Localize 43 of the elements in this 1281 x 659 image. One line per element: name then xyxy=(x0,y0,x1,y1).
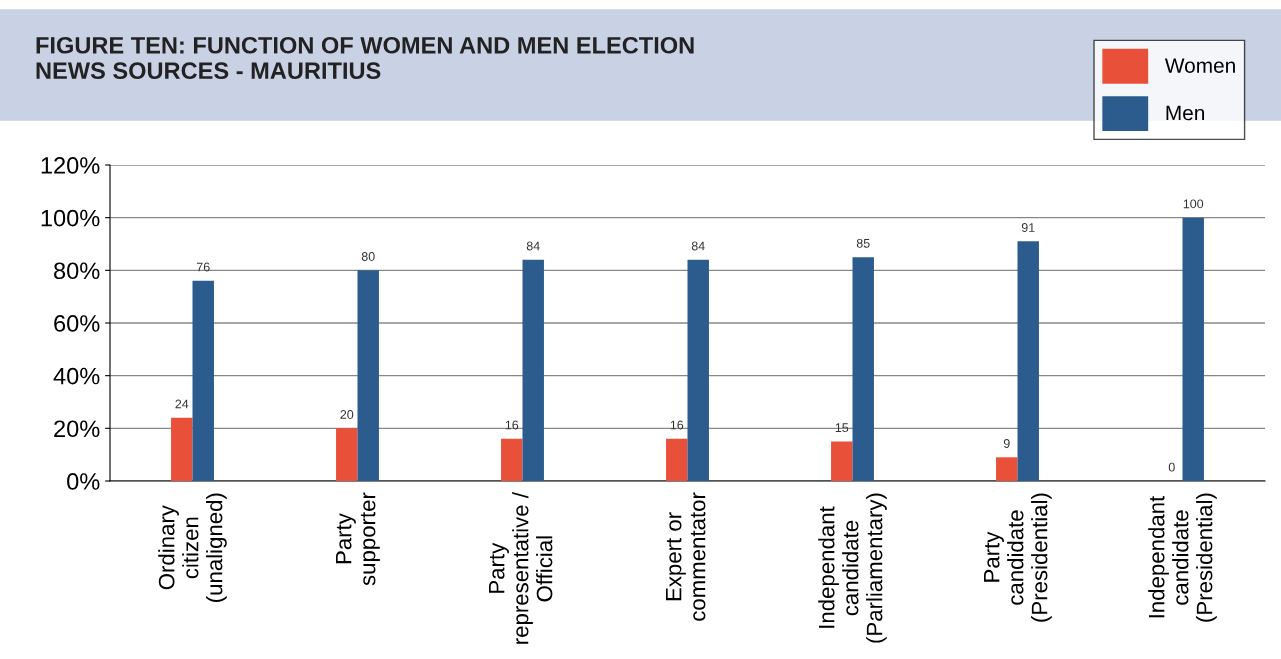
x-tick-label: Independant candidate (Presidential) xyxy=(1148,493,1217,622)
data-label: 76 xyxy=(196,262,210,272)
x-tick-label: Party representative / Official xyxy=(489,492,553,644)
bar xyxy=(171,417,193,481)
x-tick-label: Ordinary citizen (unaligned) xyxy=(158,493,227,602)
bar xyxy=(357,270,379,481)
legend-label: Women xyxy=(1164,58,1235,73)
bar xyxy=(522,259,544,481)
data-label: 24 xyxy=(175,399,189,409)
data-label: 84 xyxy=(526,241,540,251)
bar xyxy=(1017,241,1039,481)
chart-title: FIGURE TEN: FUNCTION OF WOMEN AND MEN ELECTION NEWS SOURCES - MAURITIUS xyxy=(36,36,694,80)
y-tick-label: 120% xyxy=(41,157,100,174)
bar xyxy=(192,280,214,481)
bar xyxy=(687,259,709,481)
y-tick-label: 100% xyxy=(41,209,100,227)
bar xyxy=(996,457,1018,481)
bar xyxy=(666,438,688,481)
y-tick-label: 80% xyxy=(54,262,100,280)
data-label: 80 xyxy=(361,252,375,261)
data-label: 16 xyxy=(505,420,519,430)
data-label: 84 xyxy=(691,241,705,251)
data-label: 16 xyxy=(670,420,684,430)
y-tick-label: 0% xyxy=(67,473,100,490)
data-label: 85 xyxy=(856,238,870,248)
data-label: 20 xyxy=(340,410,354,419)
x-tick-label: Party candidate (Presidential) xyxy=(984,493,1052,622)
bar xyxy=(1182,217,1204,481)
y-tick-label: 60% xyxy=(54,315,100,332)
bar xyxy=(852,257,874,481)
bar xyxy=(831,441,853,481)
data-label: 91 xyxy=(1021,223,1035,232)
x-tick-label: Expert or commentator xyxy=(665,492,706,621)
data-label: 9 xyxy=(1003,439,1010,448)
x-tick-label: Independant candidate (Parliamentary) xyxy=(818,493,887,643)
data-label: 100 xyxy=(1183,199,1204,209)
bar xyxy=(501,438,523,481)
y-tick-label: 20% xyxy=(54,420,100,438)
legend-label: Men xyxy=(1166,105,1205,121)
x-tick-label: Party supporter xyxy=(335,492,380,586)
y-tick-label: 40% xyxy=(53,367,100,385)
bar xyxy=(336,428,358,481)
data-label: 0 xyxy=(1168,462,1175,472)
